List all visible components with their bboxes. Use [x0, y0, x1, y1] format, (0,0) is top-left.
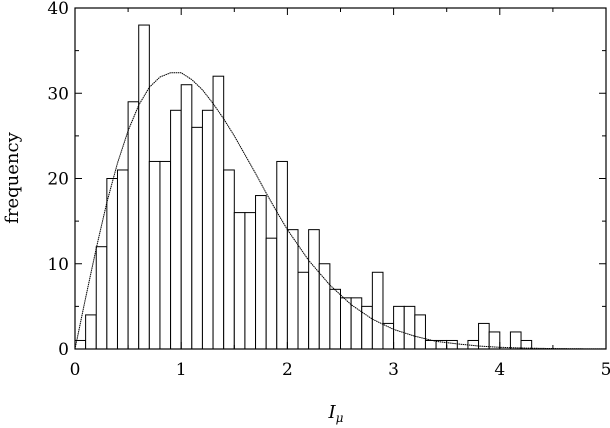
x-tick-label: 2	[282, 360, 293, 380]
histogram-bar	[201, 109, 214, 350]
histogram-bar	[393, 305, 405, 350]
histogram-bar	[212, 75, 225, 350]
y-axis-label: frequency	[2, 131, 23, 223]
x-tick-label: 1	[176, 360, 187, 380]
histogram-bar	[318, 263, 331, 350]
histogram-bar	[85, 314, 97, 350]
y-tick-label: 30	[47, 84, 69, 104]
y-tick-label: 0	[58, 340, 69, 360]
y-axis-ticks: 0 10 20 30 40	[47, 0, 606, 360]
histogram-bar	[478, 322, 490, 350]
histogram-bar	[276, 160, 288, 350]
histogram-bar	[255, 195, 267, 350]
histogram-bar	[446, 339, 458, 350]
histogram-bar	[159, 160, 172, 350]
histogram-bar	[361, 305, 373, 350]
histogram-bar	[116, 169, 129, 350]
y-tick-label: 10	[47, 255, 69, 275]
histogram-bar	[403, 305, 416, 350]
histogram-bar	[265, 237, 278, 350]
x-tick-label: 4	[494, 360, 505, 380]
histogram-bar	[329, 288, 342, 350]
fit-curve	[74, 72, 607, 350]
histogram-bar	[509, 331, 522, 350]
histogram-bar	[424, 339, 437, 350]
y-tick-label: 20	[47, 170, 69, 190]
x-tick-label: 0	[70, 360, 81, 380]
histogram-bar	[233, 212, 246, 350]
histogram-bar	[244, 212, 257, 350]
y-tick-label: 40	[47, 0, 69, 19]
histogram-bar	[223, 169, 235, 350]
histogram-bar	[308, 229, 320, 350]
x-axis-label-main: I	[328, 402, 337, 423]
histogram-bars	[74, 24, 533, 350]
histogram-bar	[170, 109, 182, 350]
x-tick-label: 5	[601, 360, 610, 380]
histogram-bar	[191, 126, 203, 350]
x-axis-label-subscript: μ	[336, 411, 344, 425]
histogram-bar	[286, 229, 299, 350]
histogram-bar	[297, 271, 310, 350]
histogram-bar	[106, 178, 118, 350]
histogram-bar	[148, 160, 161, 350]
histogram-bar	[340, 297, 352, 350]
histogram-bar	[95, 246, 108, 350]
histogram-bar	[138, 24, 150, 350]
x-axis-label: Iμ	[328, 402, 344, 425]
x-tick-label: 3	[388, 360, 399, 380]
histogram-bar	[371, 271, 384, 350]
histogram-bar	[414, 314, 426, 350]
histogram-bar	[180, 84, 193, 350]
histogram-bar	[127, 101, 140, 350]
x-axis-ticks: 0 1 2 3 4 5	[70, 8, 610, 380]
